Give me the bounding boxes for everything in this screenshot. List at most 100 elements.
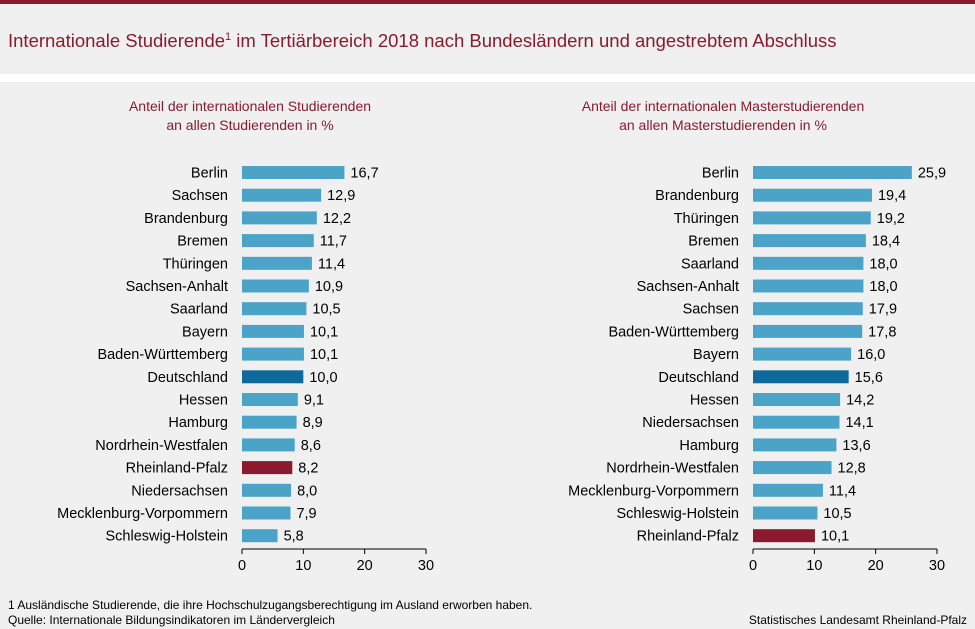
right-bar <box>753 438 837 452</box>
left-category-label: Hamburg <box>168 415 228 431</box>
left-category-label: Nordrhein-Westfalen <box>95 438 228 454</box>
right-bar <box>753 324 863 338</box>
left-value-label: 10,1 <box>310 347 338 363</box>
header-gap <box>0 74 975 82</box>
left-bar <box>242 393 298 406</box>
left-bar <box>242 279 309 293</box>
left-category-label: Schleswig-Holstein <box>106 529 229 545</box>
left-bar <box>242 302 307 316</box>
right-value-label: 14,2 <box>846 393 874 409</box>
left-category-label: Sachsen-Anhalt <box>126 279 228 295</box>
left-bar <box>242 461 293 475</box>
left-tick-label: 30 <box>418 558 434 574</box>
right-category-label: Schleswig-Holstein <box>617 506 740 522</box>
left-category-label: Niedersachsen <box>131 483 228 499</box>
left-value-label: 10,0 <box>309 370 337 386</box>
left-bar <box>242 438 295 452</box>
left-bar <box>242 506 291 520</box>
right-category-label: Deutschland <box>658 370 739 386</box>
right-bar <box>753 370 849 384</box>
right-value-label: 17,9 <box>869 302 897 318</box>
right-category-label: Sachsen-Anhalt <box>637 279 739 295</box>
right-value-label: 18,4 <box>872 234 900 250</box>
left-value-label: 5,8 <box>284 529 304 545</box>
left-category-label: Sachsen <box>172 188 228 204</box>
right-bar <box>753 188 872 202</box>
left-category-label: Bremen <box>177 234 228 250</box>
left-category-label: Brandenburg <box>144 211 228 227</box>
right-bar <box>753 506 818 520</box>
chart-right-subtitle: Anteil der internationalen Masterstudier… <box>528 97 918 135</box>
right-bar <box>753 483 823 497</box>
right-value-label: 17,8 <box>868 324 896 340</box>
left-category-label: Thüringen <box>163 256 228 272</box>
left-value-label: 8,0 <box>297 483 317 499</box>
left-value-label: 8,9 <box>303 415 323 431</box>
right-bar <box>753 234 866 248</box>
left-bar <box>242 529 278 543</box>
left-bar <box>242 483 292 497</box>
right-bar <box>753 415 840 429</box>
right-bar <box>753 302 863 316</box>
right-category-label: Bremen <box>688 234 739 250</box>
right-category-label: Thüringen <box>674 211 739 227</box>
footnote: 1 Ausländische Studierende, die ihre Hoc… <box>8 598 532 628</box>
right-value-label: 19,2 <box>877 211 905 227</box>
left-tick-label: 20 <box>357 558 373 574</box>
left-value-label: 12,9 <box>327 188 355 204</box>
top-accent-bar <box>0 0 975 4</box>
right-value-label: 18,0 <box>869 256 897 272</box>
right-value-label: 12,8 <box>838 461 866 477</box>
right-value-label: 19,4 <box>878 188 906 204</box>
chart-left-subtitle: Anteil der internationalen Studierenden … <box>60 97 440 135</box>
chart-right-subtitle-line1: Anteil der internationalen Masterstudier… <box>581 98 865 114</box>
left-bar <box>242 211 317 225</box>
left-value-label: 10,9 <box>315 279 343 295</box>
right-category-label: Rheinland-Pfalz <box>637 529 739 545</box>
left-value-label: 16,7 <box>350 166 378 182</box>
left-value-label: 11,4 <box>318 256 345 272</box>
right-tick-label: 20 <box>868 558 884 574</box>
page-title: Internationale Studierende1 im Tertiärbe… <box>8 30 837 51</box>
right-category-label: Saarland <box>681 256 739 272</box>
right-category-label: Hamburg <box>679 438 739 454</box>
right-category-label: Berlin <box>702 166 739 182</box>
left-value-label: 11,7 <box>320 234 347 250</box>
left-category-label: Hessen <box>179 393 228 409</box>
right-value-label: 14,1 <box>845 415 873 431</box>
right-value-label: 15,6 <box>855 370 883 386</box>
left-category-label: Rheinland-Pfalz <box>126 461 228 477</box>
left-bar <box>242 415 297 429</box>
right-tick-label: 10 <box>806 558 822 574</box>
right-category-label: Bayern <box>693 347 739 363</box>
right-category-label: Sachsen <box>683 302 739 318</box>
left-value-label: 10,5 <box>312 302 340 318</box>
right-bar <box>753 256 864 270</box>
right-bar <box>753 211 871 225</box>
left-bar <box>242 188 322 202</box>
left-bar <box>242 166 345 179</box>
right-category-label: Mecklenburg-Vorpommern <box>568 483 739 499</box>
left-category-label: Baden-Württemberg <box>97 347 228 363</box>
right-value-label: 13,6 <box>842 438 870 454</box>
left-category-label: Deutschland <box>147 370 228 386</box>
left-category-label: Saarland <box>170 302 228 318</box>
right-tick-label: 0 <box>749 558 757 574</box>
left-value-label: 7,9 <box>296 506 316 522</box>
left-category-label: Berlin <box>191 166 228 182</box>
left-value-label: 9,1 <box>304 393 324 409</box>
right-bar <box>753 461 832 475</box>
left-bar <box>242 324 304 338</box>
left-tick-label: 0 <box>238 558 246 574</box>
left-value-label: 12,2 <box>323 211 351 227</box>
chart-left-subtitle-line2: an allen Studierenden in % <box>166 117 334 133</box>
right-value-label: 11,4 <box>829 483 856 499</box>
left-value-label: 8,6 <box>301 438 321 454</box>
header: Internationale Studierende1 im Tertiärbe… <box>0 4 975 74</box>
publisher-text: Statistisches Landesamt Rheinland-Pfalz <box>748 613 967 627</box>
right-bar <box>753 393 841 406</box>
left-value-label: 8,2 <box>298 461 318 477</box>
right-category-label: Baden-Württemberg <box>608 324 739 340</box>
